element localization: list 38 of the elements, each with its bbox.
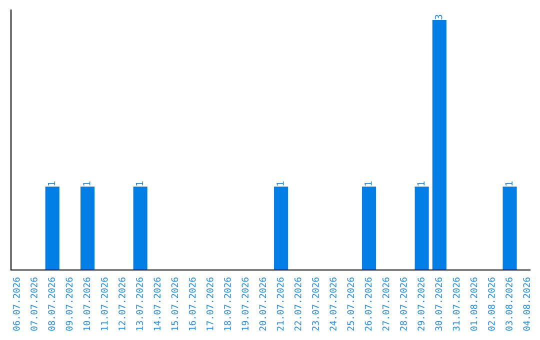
x-tick-label: 06.07.2026 xyxy=(12,278,20,331)
x-tick-label: 20.07.2026 xyxy=(259,278,266,331)
x-tick-label: 03.08.2026 xyxy=(506,278,512,331)
x-tick-label: 22.07.2026 xyxy=(294,278,302,331)
x-tick-label: 24.07.2026 xyxy=(330,278,336,331)
x-tick-label: 07.07.2026 xyxy=(30,278,38,331)
x-tick-label: 26.07.2026 xyxy=(364,278,372,331)
x-tick-label: 09.07.2026 xyxy=(66,278,73,331)
x-tick-label: 13.07.2026 xyxy=(136,278,143,330)
x-tick-label: 17.07.2026 xyxy=(206,278,214,330)
x-tick-label: 11.07.2026 xyxy=(100,278,108,330)
data-label: 1 xyxy=(417,181,425,186)
x-tick-label: 16.07.2026 xyxy=(188,278,196,330)
x-tick-label: 01.08.2026 xyxy=(470,278,478,331)
data-label: 1 xyxy=(48,181,56,186)
x-tick-label: 29.07.2026 xyxy=(418,278,424,331)
x-tick-label: 10.07.2026 xyxy=(83,278,90,330)
x-tick-label: 21.07.2026 xyxy=(276,278,284,331)
x-tick-label: 14.07.2026 xyxy=(154,278,161,330)
x-tick-label: 15.07.2026 xyxy=(171,278,178,330)
x-tick-label: 30.07.2026 xyxy=(435,278,442,331)
data-label: 1 xyxy=(364,181,372,186)
x-tick-label: 27.07.2026 xyxy=(382,278,390,331)
x-tick-label: 04.08.2026 xyxy=(523,278,530,331)
x-tick-label: 08.07.2026 xyxy=(48,278,55,331)
x-tick-label: 18.07.2026 xyxy=(224,278,231,330)
data-label: 1 xyxy=(83,181,90,186)
x-tick-label: 28.07.2026 xyxy=(400,278,407,331)
x-tick-label: 25.07.2026 xyxy=(347,278,354,331)
x-tick-label: 19.07.2026 xyxy=(242,278,249,330)
data-label: 3 xyxy=(434,14,442,20)
x-tick-label: 12.07.2026 xyxy=(118,278,126,330)
x-tick-label: 23.07.2026 xyxy=(312,278,319,331)
x-tick-label: 31.07.2026 xyxy=(452,278,460,331)
data-label: 1 xyxy=(505,181,512,186)
x-tick-label: 02.08.2026 xyxy=(488,278,495,331)
data-label: 1 xyxy=(276,181,284,186)
data-label: 1 xyxy=(136,181,144,186)
